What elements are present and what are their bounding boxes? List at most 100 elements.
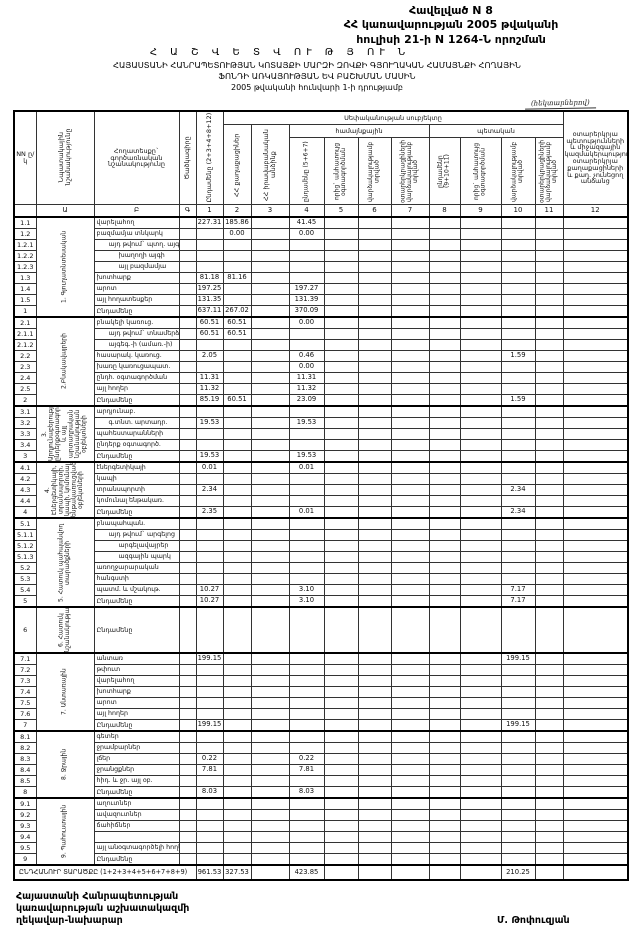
value-cell xyxy=(323,216,359,229)
value-cell xyxy=(459,350,502,362)
value-cell xyxy=(323,517,359,530)
value-cell xyxy=(534,842,564,854)
value-cell xyxy=(500,797,536,810)
value-cell xyxy=(562,361,629,373)
value-cell xyxy=(357,383,392,395)
section-label-cell: 1. Գյուղատնտեսական xyxy=(36,217,94,317)
land-type-cell: այդ թվում` արգելոց xyxy=(93,529,180,541)
value-cell xyxy=(250,708,290,720)
value-cell xyxy=(428,495,461,507)
land-type-cell: պահեստարանների xyxy=(93,428,180,440)
value-cell xyxy=(459,272,502,284)
value-cell xyxy=(534,652,564,665)
land-type-cell: թփուտ xyxy=(93,664,180,676)
value-cell xyxy=(195,606,224,654)
header-col2: ՀՀ քաղաքացիներ xyxy=(223,124,251,205)
value-cell xyxy=(222,652,252,665)
value-cell xyxy=(250,383,290,395)
value-cell xyxy=(357,775,392,787)
value-cell xyxy=(428,562,461,574)
value-cell xyxy=(357,664,392,676)
code-cell xyxy=(178,719,197,732)
value-cell: 197.27 xyxy=(288,283,325,295)
column-index-cell: Ա xyxy=(35,204,95,218)
column-index-cell: 8 xyxy=(428,204,461,218)
value-cell xyxy=(390,719,430,732)
land-type-cell: Ընդամենը xyxy=(93,853,180,866)
value-cell xyxy=(500,753,536,765)
value-cell xyxy=(323,394,359,407)
value-cell xyxy=(562,652,629,665)
value-cell xyxy=(534,540,564,552)
row-number-cell: 2.4 xyxy=(13,372,37,384)
value-cell xyxy=(428,439,461,451)
value-cell xyxy=(357,272,392,284)
column-index-cell: 7 xyxy=(390,204,430,218)
value-cell xyxy=(562,428,629,440)
value-cell xyxy=(323,764,359,776)
value-cell xyxy=(534,316,564,329)
value-cell xyxy=(428,228,461,240)
value-cell xyxy=(500,686,536,698)
header-col6: վարձակալությամբ տրված xyxy=(358,137,391,205)
value-cell xyxy=(250,394,290,407)
row-number-cell: 7.4 xyxy=(13,686,37,698)
value-cell xyxy=(562,517,629,530)
code-cell xyxy=(178,250,197,262)
section-label-cell: 2.Բնակավայրերի xyxy=(36,317,94,406)
value-cell: 185.86 xyxy=(222,216,252,229)
value-cell xyxy=(459,517,502,530)
value-cell xyxy=(323,383,359,395)
value-cell xyxy=(250,405,290,418)
value-cell xyxy=(459,417,502,429)
value-cell: 3.10 xyxy=(288,584,325,596)
footer-signatory-title: Հայաստանի Հանրապետության կառավարության ա… xyxy=(16,891,189,927)
value-cell xyxy=(195,239,224,251)
value-cell xyxy=(323,428,359,440)
value-cell: 85.19 xyxy=(195,394,224,407)
section-total-row: 6 6. Հատուկ նշանակության Ընդամենը xyxy=(13,606,629,654)
table-row: 9.2 ավազուտներ xyxy=(13,809,629,821)
code-cell xyxy=(178,853,197,866)
value-cell xyxy=(562,797,629,810)
value-cell xyxy=(323,562,359,574)
value-cell: 1.59 xyxy=(500,394,536,407)
value-cell xyxy=(500,664,536,676)
value-cell xyxy=(390,261,430,273)
value-cell xyxy=(428,372,461,384)
value-cell xyxy=(323,864,359,881)
code-cell xyxy=(178,675,197,687)
value-cell xyxy=(357,864,392,881)
value-cell xyxy=(534,228,564,240)
section-label-cell: 7. Անտառային xyxy=(36,653,94,731)
value-cell xyxy=(357,328,392,340)
value-cell: 10.27 xyxy=(195,595,224,608)
value-cell xyxy=(357,261,392,273)
value-cell xyxy=(357,584,392,596)
value-cell xyxy=(500,261,536,273)
value-cell xyxy=(562,697,629,709)
value-cell xyxy=(459,573,502,585)
row-number-cell: 5.1 xyxy=(13,517,37,530)
table-row: 1.2.3 այլ բազմամյա xyxy=(13,261,629,273)
value-cell xyxy=(250,517,290,530)
row-number-cell: 1.4 xyxy=(13,283,37,295)
value-cell xyxy=(428,853,461,866)
value-cell xyxy=(428,383,461,395)
code-cell xyxy=(178,764,197,776)
section-total-row: 8 Ընդամենը 8.03 8.03 xyxy=(13,786,629,799)
value-cell xyxy=(459,797,502,810)
value-cell xyxy=(357,394,392,407)
land-type-cell: աղուտներ xyxy=(93,797,180,810)
value-cell xyxy=(459,742,502,754)
value-cell xyxy=(534,797,564,810)
code-cell xyxy=(178,820,197,832)
value-cell xyxy=(500,697,536,709)
value-cell xyxy=(459,405,502,418)
row-number-cell: 5 xyxy=(13,595,37,608)
value-cell xyxy=(562,562,629,574)
value-cell xyxy=(500,540,536,552)
code-cell xyxy=(178,809,197,821)
table-row: 3.3 պահեստարանների xyxy=(13,428,629,440)
header-col3: ՀՀ իրավաբանական անձինք xyxy=(251,124,289,205)
